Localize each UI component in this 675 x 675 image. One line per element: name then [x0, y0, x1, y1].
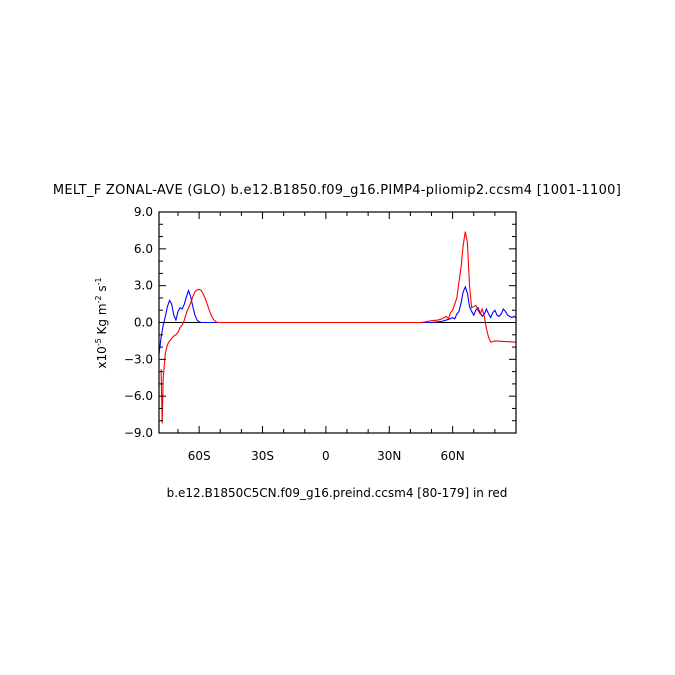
svg-text:x10-5 Kg m-2 s-1: x10-5 Kg m-2 s-1: [94, 277, 109, 368]
chart-title: MELT_F ZONAL-AVE (GLO) b.e12.B1850.f09_g…: [53, 183, 621, 198]
x-tick-label: 0: [322, 449, 330, 463]
x-tick-label: 30S: [251, 449, 274, 463]
y-label-units-exp: -2: [94, 295, 103, 303]
y-tick-label: 9.0: [134, 205, 153, 219]
y-axis-label: x10-5 Kg m-2 s-1: [94, 277, 109, 368]
y-label-s-exp: -1: [94, 277, 103, 285]
series-line-1: [158, 285, 517, 355]
y-label-exp: -5: [94, 338, 103, 346]
x-tick-label: 60N: [441, 449, 465, 463]
x-tick-label: 60S: [188, 449, 211, 463]
y-tick-label: −3.0: [124, 352, 153, 366]
y-tick-label: −6.0: [124, 389, 153, 403]
y-label-s: s: [95, 285, 109, 291]
x-axis-label: b.e12.B1850C5CN.f09_g16.preind.ccsm4 [80…: [167, 486, 508, 500]
y-tick-label: 6.0: [134, 242, 153, 256]
y-label-units: Kg m: [95, 303, 109, 334]
y-tick-label: 3.0: [134, 279, 153, 293]
y-tick-label: 0.0: [134, 316, 153, 330]
x-tick-label: 30N: [377, 449, 401, 463]
series-line-2: [160, 231, 517, 424]
y-tick-label: −9.0: [124, 426, 153, 440]
y-label-main: x10: [95, 346, 109, 368]
